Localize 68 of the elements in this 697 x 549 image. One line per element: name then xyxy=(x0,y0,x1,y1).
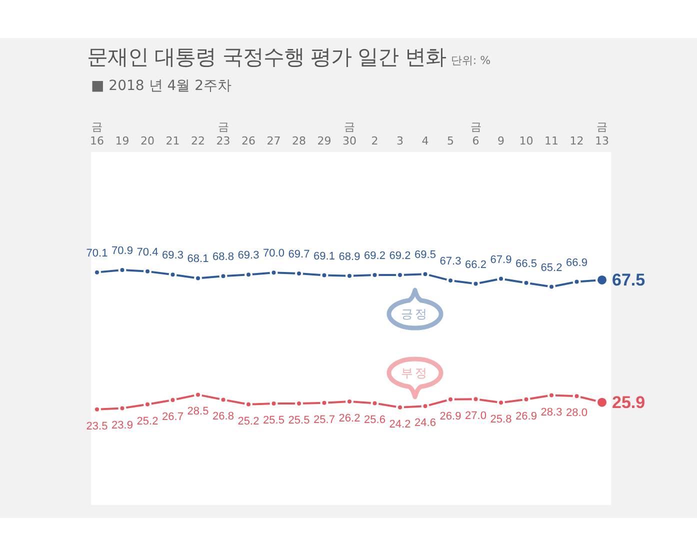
data-label: 25.9 xyxy=(612,393,646,412)
data-label: 26.7 xyxy=(162,411,184,424)
x-tick-label: 19 xyxy=(115,134,130,148)
data-label: 68.1 xyxy=(187,253,209,266)
data-label: 69.5 xyxy=(414,249,436,262)
data-label: 66.9 xyxy=(566,256,588,269)
data-label: 70.9 xyxy=(112,244,133,257)
data-label: 26.2 xyxy=(338,412,360,424)
data-label: 28.0 xyxy=(566,407,588,420)
text: 단위: % xyxy=(450,53,491,68)
x-tick-label: 금 23 xyxy=(216,120,230,148)
x-tick-label: 27 xyxy=(266,134,281,148)
data-label: 28.3 xyxy=(540,406,562,418)
x-tick-label: 2 xyxy=(371,134,378,148)
data-label: 69.2 xyxy=(364,250,386,262)
data-label: 25.2 xyxy=(136,415,158,428)
x-tick-label: 28 xyxy=(292,134,306,148)
data-label: 69.7 xyxy=(288,248,310,261)
data-label: 69.2 xyxy=(389,250,411,262)
data-label: 66.2 xyxy=(465,258,486,271)
data-label: 23.5 xyxy=(86,420,108,432)
data-label: 25.6 xyxy=(364,414,386,426)
data-label: 23.9 xyxy=(112,419,133,432)
x-tick-label: 10 xyxy=(519,134,534,148)
x-tick-label: 금 13 xyxy=(595,120,609,148)
data-label: 25.5 xyxy=(288,414,310,427)
data-label: 26.9 xyxy=(440,410,462,422)
chart-subtitle: ■ 2018 년 4월 2주차 xyxy=(91,77,232,95)
data-label: 66.5 xyxy=(516,258,537,270)
x-tick-label: 5 xyxy=(447,134,454,148)
data-label: 24.6 xyxy=(414,417,436,430)
data-label: 25.8 xyxy=(490,414,512,426)
x-tick-label: 12 xyxy=(570,134,584,148)
data-label: 70.4 xyxy=(136,246,158,258)
data-label: 25.2 xyxy=(238,415,260,428)
data-label: 70.1 xyxy=(86,247,108,260)
data-label: 68.8 xyxy=(212,251,234,264)
series-label: 부정 xyxy=(401,366,430,380)
data-label: 24.2 xyxy=(389,418,411,430)
data-label: 68.9 xyxy=(338,250,360,263)
x-tick-label: 금 16 xyxy=(90,120,104,148)
x-tick-label: 9 xyxy=(498,134,504,148)
x-tick-label: 20 xyxy=(140,134,154,148)
data-label: 69.3 xyxy=(162,250,184,262)
x-tick-label: 금 6 xyxy=(470,120,482,148)
data-label: 67.9 xyxy=(490,254,512,266)
data-label: 27.0 xyxy=(465,410,486,422)
data-label: 70.0 xyxy=(263,248,284,260)
x-tick-label: 4 xyxy=(422,134,429,148)
text: 긍정 xyxy=(401,307,430,322)
x-tick-label: 11 xyxy=(544,134,558,148)
chart-title: 문재인 대통령 국정수행 평가 일간 변화 xyxy=(87,44,446,71)
data-label: 26.9 xyxy=(516,410,537,422)
x-tick-label: 금 30 xyxy=(342,120,356,148)
x-tick-label: 22 xyxy=(191,134,205,148)
data-label: 26.8 xyxy=(212,410,234,423)
data-label: 69.1 xyxy=(314,250,335,262)
data-label: 25.7 xyxy=(314,414,335,426)
data-label: 65.2 xyxy=(540,262,562,274)
data-label: 67.5 xyxy=(612,270,646,290)
x-tick-label: 26 xyxy=(242,134,256,148)
x-tick-label: 3 xyxy=(396,134,404,148)
data-label: 69.3 xyxy=(238,250,260,262)
data-label: 67.3 xyxy=(440,256,462,268)
data-label: 25.5 xyxy=(263,414,284,427)
data-label: 28.5 xyxy=(187,406,209,418)
x-tick-label: 29 xyxy=(317,134,332,148)
x-tick-label: 21 xyxy=(166,134,180,148)
